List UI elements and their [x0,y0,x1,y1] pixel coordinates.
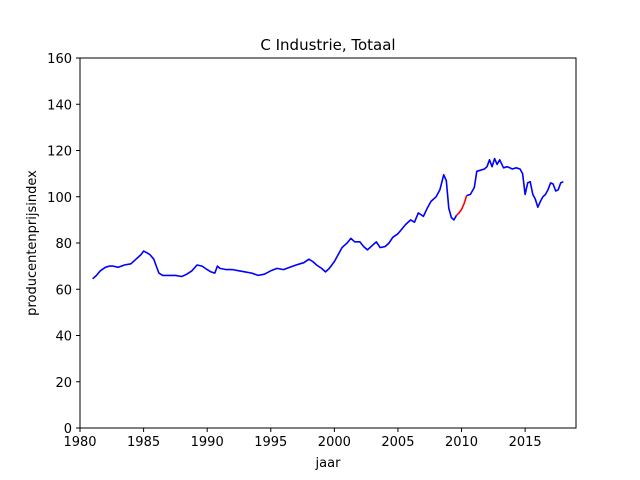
x-tick-label: 2015 [509,435,542,450]
plot-lines [92,157,564,280]
y-axis-ticks: 0 20 40 60 80 100 120 140 160 [47,52,80,437]
y-tick-label: 40 [55,330,72,345]
y-tick-label: 60 [55,283,72,298]
x-tick-label: 2005 [381,435,414,450]
y-tick-label: 120 [47,145,72,160]
x-tick-label: 1990 [191,435,224,450]
y-tick-label: 20 [55,376,72,391]
y-tick-label: 80 [55,237,72,252]
x-tick-label: 2010 [445,435,478,450]
x-tick-label: 1980 [63,435,96,450]
series-line-2 [466,157,564,208]
x-axis-title: jaar [315,456,342,471]
x-tick-label: 1995 [254,435,287,450]
x-tick-label: 1985 [127,435,160,450]
series-line-1 [455,195,468,216]
plot-frame [79,57,577,429]
x-tick-label: 2000 [318,435,351,450]
series-line-0 [92,174,458,280]
y-tick-label: 0 [64,422,72,437]
y-tick-label: 100 [47,191,72,206]
chart-title: C Industrie, Totaal [260,36,395,54]
y-tick-label: 160 [47,52,72,67]
y-tick-label: 140 [47,98,72,113]
y-axis-title: producentenprijsindex [25,170,40,316]
x-axis-ticks: 1980 1985 1990 1995 2000 2005 2010 2015 [63,428,542,450]
